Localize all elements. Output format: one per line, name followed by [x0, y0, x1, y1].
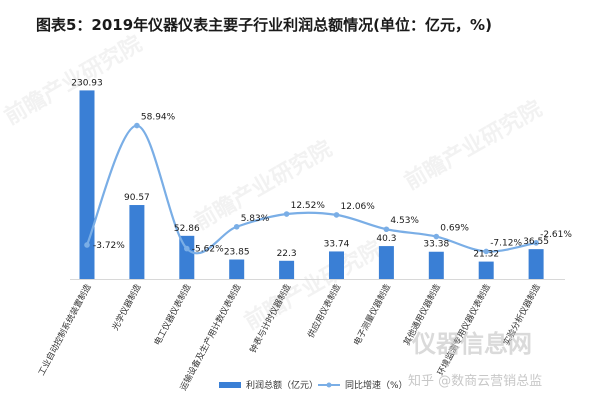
- bar-1: [129, 205, 145, 279]
- bar-6: [378, 246, 394, 279]
- line-value-label-2: -5.62%: [192, 245, 224, 255]
- category-label-1: 光学仪器制造: [110, 282, 144, 333]
- bar-value-label-7: 33.38: [423, 240, 449, 250]
- bar-value-label-0: 230.93: [71, 78, 103, 88]
- bar-8: [478, 261, 494, 279]
- bar-value-label-8: 21.32: [473, 250, 499, 260]
- line-point-6: [383, 226, 390, 233]
- category-label-6: 电子测量仪器制造: [351, 282, 393, 348]
- category-label-0: 工业自动控制系统装置制造: [36, 282, 94, 378]
- bar-value-label-9: 36.55: [523, 237, 549, 247]
- line-point-1: [134, 122, 140, 129]
- line-point-3: [233, 223, 240, 230]
- line-point-8: [483, 248, 490, 255]
- line-value-label-7: 0.69%: [440, 224, 469, 234]
- corner-credit-text: 知乎 @数商云营销总监: [408, 373, 542, 389]
- line-value-label-1: 58.94%: [141, 113, 176, 123]
- labels-layer: 230.93 90.57 52.86 23.85 22.3 33.74 40.3 33.38 2…: [71, 78, 572, 259]
- bar-value-label-4: 22.3: [277, 249, 297, 259]
- legend: 利润总额（亿元） 同比增速（%）: [219, 379, 408, 391]
- watermark-brand-3: 前瞻产业研究院: [400, 96, 546, 196]
- bar-value-label-2: 52.86: [174, 224, 200, 234]
- bar-3: [229, 259, 245, 279]
- line-point-7: [433, 233, 440, 240]
- category-label-3: 运输设备及生产用计数仪表制造: [178, 282, 244, 393]
- chart-title: 图表5：2019年仪器仪表主要子行业利润总额情况(单位：亿元，%): [36, 16, 492, 34]
- bar-value-label-3: 23.85: [224, 248, 250, 258]
- bar-value-label-5: 33.74: [324, 239, 350, 249]
- category-label-2: 电工仪器仪表制造: [152, 282, 194, 348]
- bar-9: [528, 249, 544, 279]
- line-value-label-3: 5.83%: [241, 214, 270, 224]
- legend-bar-label: 利润总额（亿元）: [246, 379, 318, 391]
- line-value-label-4: 12.52%: [291, 201, 326, 211]
- bar-7: [428, 251, 444, 279]
- line-point-4: [283, 211, 290, 217]
- legend-bar-swatch: [219, 382, 241, 388]
- line-value-label-5: 12.06%: [341, 202, 376, 212]
- line-value-label-9: -2.61%: [540, 230, 572, 240]
- legend-line-marker: [326, 382, 332, 388]
- line-value-label-6: 4.53%: [390, 216, 419, 226]
- corner-logo-text: 仪器信息网: [411, 330, 532, 358]
- line-layer: [84, 122, 539, 255]
- corner-watermark: 仪器信息网 知乎 @数商云营销总监: [408, 330, 542, 389]
- legend-line-label: 同比增速（%）: [345, 379, 408, 391]
- bar-5: [329, 251, 344, 279]
- line-point-0: [84, 242, 90, 248]
- line-point-2: [184, 245, 190, 252]
- bar-2: [179, 235, 195, 279]
- line-value-label-8: -7.12%: [490, 238, 522, 248]
- line-value-label-0: -3.72%: [93, 241, 125, 251]
- line-point-9: [533, 240, 539, 246]
- bar-value-label-1: 90.57: [124, 193, 150, 203]
- bar-4: [279, 260, 295, 279]
- bar-value-label-6: 40.3: [376, 234, 396, 244]
- line-point-5: [333, 212, 340, 218]
